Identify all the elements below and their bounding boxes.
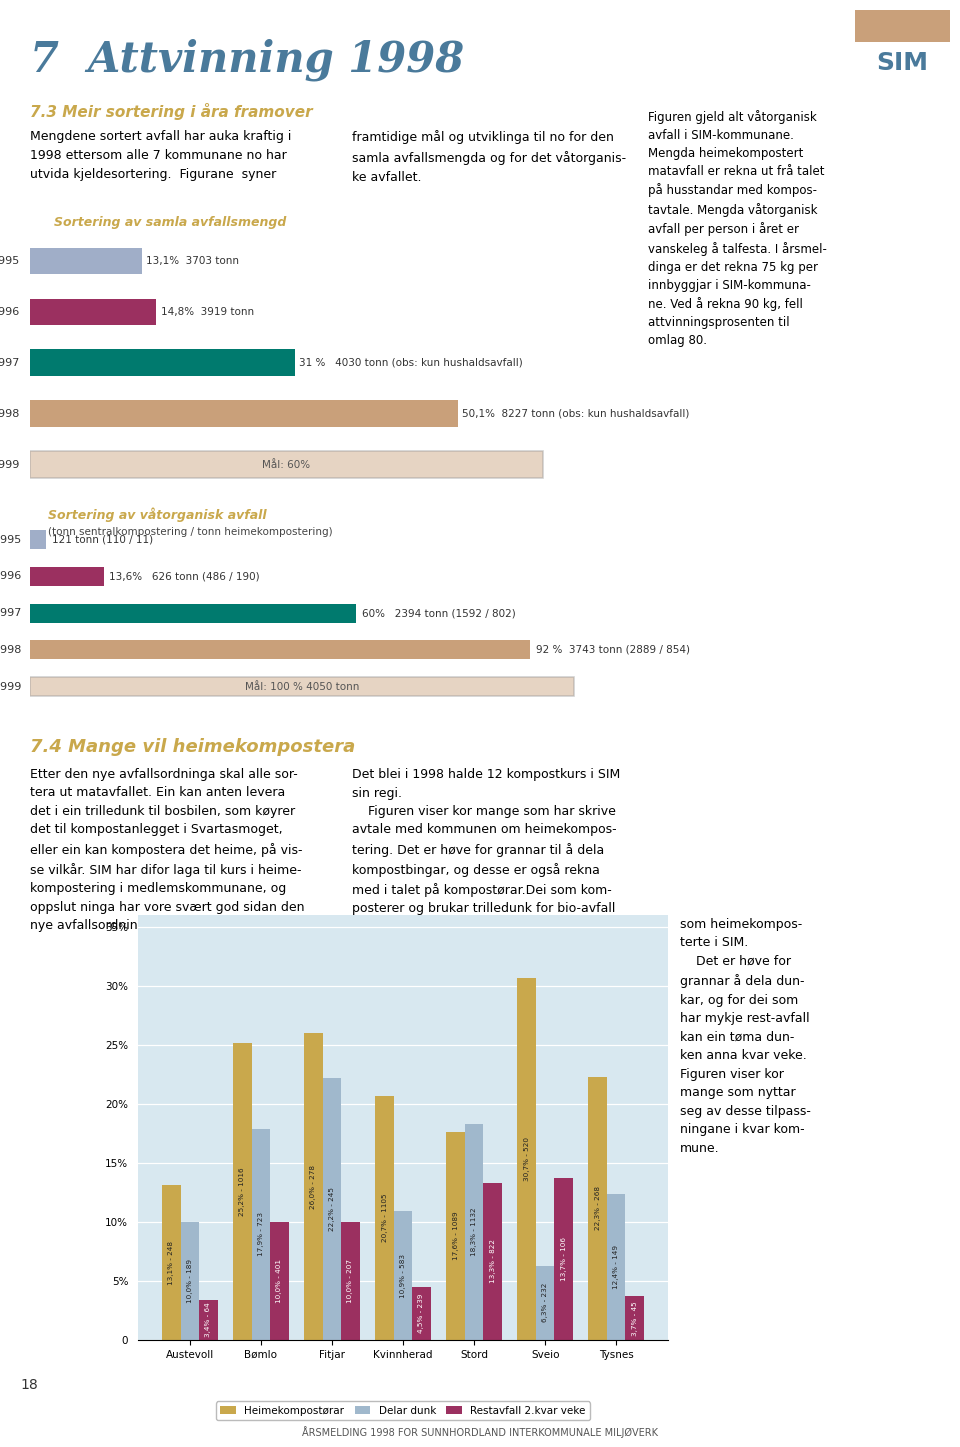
Text: Mål: 60%: Mål: 60% bbox=[262, 460, 310, 469]
Text: 30,7% - 520: 30,7% - 520 bbox=[523, 1137, 530, 1181]
Text: 7.3 Meir sortering i åra framover: 7.3 Meir sortering i åra framover bbox=[30, 103, 313, 120]
Bar bbox=[252, 1129, 270, 1340]
Text: 22,2% - 245: 22,2% - 245 bbox=[329, 1187, 335, 1231]
Text: framtidige mål og utviklinga til no for den
samla avfallsmengda og for det våtor: framtidige mål og utviklinga til no for … bbox=[352, 130, 626, 184]
Bar bbox=[517, 978, 536, 1340]
Bar bbox=[30, 451, 542, 478]
Bar bbox=[30, 530, 46, 550]
Bar bbox=[536, 1266, 554, 1340]
Text: 121 tonn (110 / 11): 121 tonn (110 / 11) bbox=[52, 535, 153, 544]
FancyBboxPatch shape bbox=[855, 10, 950, 42]
Text: 1999: 1999 bbox=[0, 682, 22, 692]
Text: SIM: SIM bbox=[876, 51, 928, 74]
Bar bbox=[446, 1132, 465, 1340]
Bar bbox=[394, 1211, 412, 1340]
Text: 3,4% - 64: 3,4% - 64 bbox=[205, 1302, 211, 1337]
Bar bbox=[588, 1077, 607, 1340]
Text: som heimekompos-
terte i SIM.
    Det er høve for
grannar å dela dun-
kar, og fo: som heimekompos- terte i SIM. Det er høv… bbox=[680, 917, 811, 1155]
Bar bbox=[30, 677, 574, 696]
Bar bbox=[625, 1297, 644, 1340]
Text: 1996: 1996 bbox=[0, 572, 22, 582]
Bar bbox=[412, 1286, 431, 1340]
Text: Sortering av våtorganisk avfall: Sortering av våtorganisk avfall bbox=[48, 506, 267, 521]
Text: 14,8%  3919 tonn: 14,8% 3919 tonn bbox=[160, 307, 253, 317]
Bar bbox=[233, 1042, 252, 1340]
Text: 17,6% - 1089: 17,6% - 1089 bbox=[452, 1211, 459, 1260]
Text: Figuren gjeld alt våtorganisk
avfall i SIM-kommunane.
Mengda heimekompostert
mat: Figuren gjeld alt våtorganisk avfall i S… bbox=[648, 110, 827, 347]
Legend: Heimekompostørar, Delar dunk, Restavfall 2.kvar veke: Heimekompostørar, Delar dunk, Restavfall… bbox=[216, 1402, 589, 1420]
Text: 13,1% - 248: 13,1% - 248 bbox=[168, 1240, 175, 1285]
Bar bbox=[30, 350, 295, 376]
Bar bbox=[304, 1033, 323, 1340]
Text: 7.4 Mange vil heimekompostera: 7.4 Mange vil heimekompostera bbox=[30, 738, 355, 755]
Text: 1997: 1997 bbox=[0, 608, 22, 618]
Bar bbox=[30, 401, 458, 427]
Bar bbox=[162, 1185, 180, 1340]
Bar bbox=[180, 1221, 199, 1340]
Text: 13,1%  3703 tonn: 13,1% 3703 tonn bbox=[146, 256, 239, 266]
Text: 10,0% - 401: 10,0% - 401 bbox=[276, 1259, 282, 1302]
Text: 1998: 1998 bbox=[0, 645, 22, 655]
Text: Mengdene sortert avfall har auka kraftig i
1998 ettersom alle 7 kommunane no har: Mengdene sortert avfall har auka kraftig… bbox=[30, 130, 292, 181]
Text: 50,1%  8227 tonn (obs: kun hushaldsavfall): 50,1% 8227 tonn (obs: kun hushaldsavfall… bbox=[463, 408, 689, 418]
Bar bbox=[30, 298, 156, 326]
Bar bbox=[607, 1194, 625, 1340]
Text: (tonn sentralkompostering / tonn heimekompostering): (tonn sentralkompostering / tonn heimeko… bbox=[48, 527, 332, 537]
Bar bbox=[30, 641, 530, 660]
Text: 10,0% - 207: 10,0% - 207 bbox=[348, 1259, 353, 1302]
Text: 26,0% - 278: 26,0% - 278 bbox=[310, 1165, 317, 1208]
Bar bbox=[323, 1078, 341, 1340]
Text: 10,0% - 189: 10,0% - 189 bbox=[187, 1259, 193, 1302]
Text: Sortering av samla avfallsmengd: Sortering av samla avfallsmengd bbox=[54, 216, 286, 229]
Text: ÅRSMELDING 1998 FOR SUNNHORDLAND INTERKOMMUNALE MILJØVERK: ÅRSMELDING 1998 FOR SUNNHORDLAND INTERKO… bbox=[302, 1427, 658, 1438]
Bar bbox=[199, 1299, 218, 1340]
Text: 17,9% - 723: 17,9% - 723 bbox=[258, 1213, 264, 1256]
Text: Det blei i 1998 halde 12 kompostkurs i SIM
sin regi.
    Figuren viser kor mange: Det blei i 1998 halde 12 kompostkurs i S… bbox=[352, 768, 620, 952]
Text: 60%   2394 tonn (1592 / 802): 60% 2394 tonn (1592 / 802) bbox=[362, 608, 516, 618]
Text: 1999: 1999 bbox=[0, 460, 20, 469]
Text: 13,7% - 106: 13,7% - 106 bbox=[561, 1237, 566, 1281]
Bar bbox=[30, 567, 104, 586]
Text: 12,4% - 149: 12,4% - 149 bbox=[613, 1244, 619, 1289]
Text: 1997: 1997 bbox=[0, 357, 20, 368]
Text: 6,3% - 232: 6,3% - 232 bbox=[542, 1283, 548, 1323]
Text: 18,3% - 1132: 18,3% - 1132 bbox=[471, 1208, 477, 1256]
Text: 13,6%   626 tonn (486 / 190): 13,6% 626 tonn (486 / 190) bbox=[109, 572, 260, 582]
Text: 10,9% - 583: 10,9% - 583 bbox=[400, 1253, 406, 1298]
Text: 4,5% - 239: 4,5% - 239 bbox=[419, 1294, 424, 1333]
Bar bbox=[30, 603, 356, 622]
Text: 31 %   4030 tonn (obs: kun hushaldsavfall): 31 % 4030 tonn (obs: kun hushaldsavfall) bbox=[300, 357, 523, 368]
Text: 92 %  3743 tonn (2889 / 854): 92 % 3743 tonn (2889 / 854) bbox=[536, 645, 689, 655]
Text: Mål: 100 % 4050 tonn: Mål: 100 % 4050 tonn bbox=[245, 682, 359, 692]
Text: 1995: 1995 bbox=[0, 535, 22, 544]
Text: 20,7% - 1105: 20,7% - 1105 bbox=[381, 1194, 388, 1242]
Text: 3,7% - 45: 3,7% - 45 bbox=[632, 1301, 637, 1336]
Text: 22,3% - 268: 22,3% - 268 bbox=[594, 1187, 601, 1230]
Text: 1996: 1996 bbox=[0, 307, 20, 317]
Bar bbox=[465, 1124, 483, 1340]
Text: 7  Attvinning 1998: 7 Attvinning 1998 bbox=[30, 39, 465, 81]
Bar bbox=[554, 1178, 573, 1340]
Bar bbox=[375, 1095, 394, 1340]
Bar bbox=[270, 1221, 289, 1340]
Text: 13,3% - 822: 13,3% - 822 bbox=[490, 1240, 495, 1283]
Bar bbox=[30, 247, 142, 273]
Text: 1995: 1995 bbox=[0, 256, 20, 266]
Text: Etter den nye avfallsordninga skal alle sor-
tera ut matavfallet. Ein kan anten : Etter den nye avfallsordninga skal alle … bbox=[30, 768, 304, 932]
Bar bbox=[483, 1184, 502, 1340]
Bar bbox=[341, 1221, 360, 1340]
Text: 1998: 1998 bbox=[0, 408, 20, 418]
Text: 25,2% - 1016: 25,2% - 1016 bbox=[239, 1166, 246, 1215]
Text: 18: 18 bbox=[20, 1378, 37, 1392]
